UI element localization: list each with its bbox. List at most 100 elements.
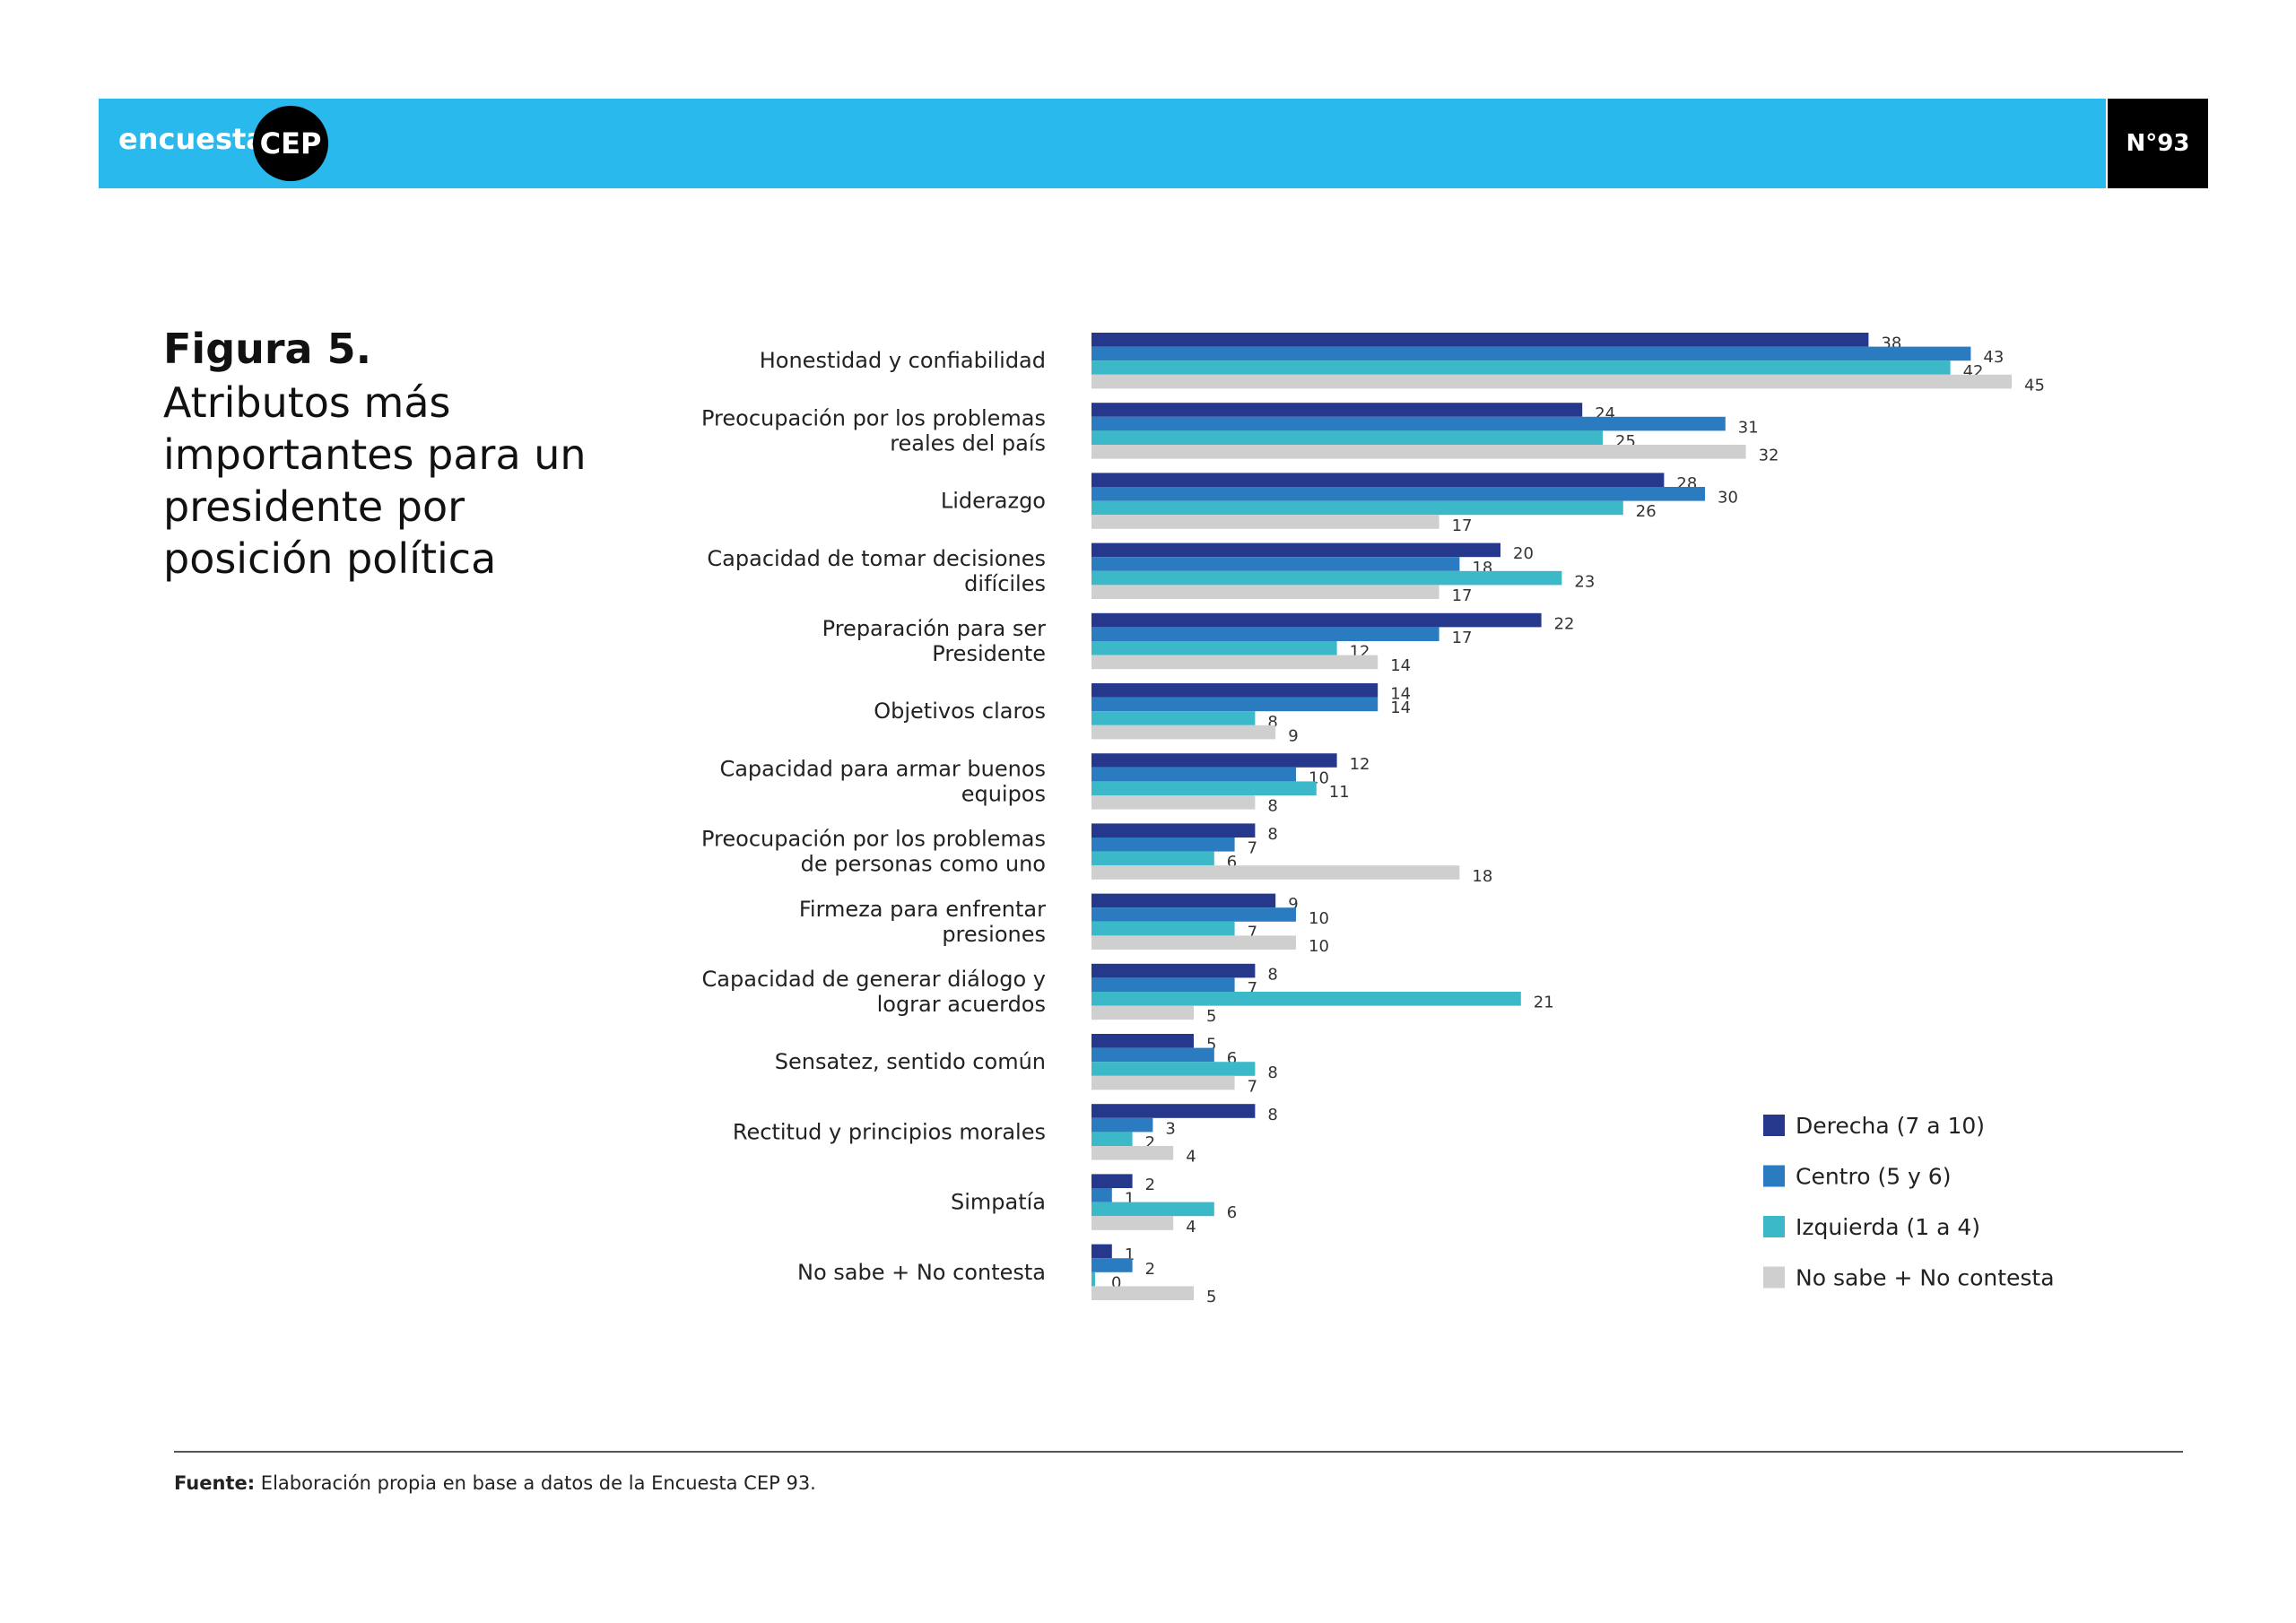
data-label: 10 xyxy=(1309,937,1329,956)
brand-text: encuesta xyxy=(118,122,265,156)
header-banner: encuesta CEP xyxy=(99,99,2106,188)
bar xyxy=(1091,585,1439,599)
legend-label: No sabe + No contesta xyxy=(1796,1265,2055,1291)
bar xyxy=(1091,655,1378,670)
data-label: 6 xyxy=(1227,853,1237,872)
category-label: presiones xyxy=(942,922,1046,947)
bar xyxy=(1091,1005,1194,1020)
bar xyxy=(1091,753,1337,768)
data-label: 17 xyxy=(1452,629,1473,647)
data-label: 14 xyxy=(1390,685,1411,704)
bar xyxy=(1091,515,1439,529)
figure-title: Figura 5. xyxy=(163,325,372,373)
data-label: 17 xyxy=(1452,516,1473,535)
bar xyxy=(1091,977,1235,992)
data-label: 8 xyxy=(1267,965,1277,984)
bar xyxy=(1091,641,1337,655)
data-label: 14 xyxy=(1390,656,1411,675)
data-label: 2 xyxy=(1145,1176,1155,1194)
bar xyxy=(1091,823,1256,838)
issue-number: N°93 xyxy=(2108,99,2208,188)
data-label: 30 xyxy=(1718,489,1738,508)
bar xyxy=(1091,795,1256,810)
category-label: Preocupación por los problemas xyxy=(701,827,1046,852)
bar xyxy=(1091,963,1256,978)
bar xyxy=(1091,767,1296,782)
bar xyxy=(1091,683,1378,698)
bar xyxy=(1091,1104,1256,1118)
bar xyxy=(1091,557,1460,571)
data-label: 8 xyxy=(1267,797,1277,816)
data-label: 31 xyxy=(1738,418,1759,437)
data-label: 12 xyxy=(1350,755,1370,774)
data-label: 10 xyxy=(1309,909,1329,928)
bar xyxy=(1091,1202,1214,1217)
bar xyxy=(1091,935,1296,950)
data-label: 8 xyxy=(1267,1063,1277,1082)
bar xyxy=(1091,781,1317,795)
category-label: Capacidad para armar buenos xyxy=(719,756,1046,781)
bar xyxy=(1091,612,1542,628)
data-label: 5 xyxy=(1206,1007,1216,1026)
data-label: 26 xyxy=(1636,502,1657,521)
category-label: Honestidad y confiabilidad xyxy=(760,348,1046,373)
bar xyxy=(1091,570,1562,586)
category-label: Simpatía xyxy=(951,1190,1046,1215)
bar xyxy=(1091,1146,1174,1160)
bar xyxy=(1091,1117,1153,1133)
bar xyxy=(1091,725,1276,740)
data-label: 4 xyxy=(1186,1148,1196,1167)
legend-label: Izquierda (1 a 4) xyxy=(1796,1214,1980,1240)
figure-subtitle: Atributos más importantes para un presid… xyxy=(163,378,587,583)
bar xyxy=(1091,346,1971,361)
category-label: Sensatez, sentido común xyxy=(775,1049,1046,1074)
category-label: difíciles xyxy=(964,571,1046,596)
data-label: 8 xyxy=(1267,1106,1277,1124)
category-label: No sabe + No contesta xyxy=(797,1260,1046,1285)
bar xyxy=(1091,1132,1133,1146)
data-label: 23 xyxy=(1574,572,1595,591)
category-label: Firmeza para enfrentar xyxy=(799,897,1046,922)
data-label: 1 xyxy=(1125,1245,1135,1264)
bar xyxy=(1091,1047,1214,1063)
source-label: Fuente: xyxy=(174,1472,256,1494)
category-label: Preocupación por los problemas xyxy=(701,405,1046,430)
data-label: 43 xyxy=(1983,348,2004,367)
bar xyxy=(1091,445,1746,459)
bar xyxy=(1091,1034,1194,1048)
category-label: Presidente xyxy=(932,641,1046,666)
bar xyxy=(1091,1244,1112,1259)
bar xyxy=(1091,1075,1235,1090)
bar xyxy=(1091,992,1521,1006)
category-label: Capacidad de tomar decisiones xyxy=(707,546,1046,571)
data-label: 5 xyxy=(1206,1036,1216,1055)
bar xyxy=(1091,838,1235,852)
bar xyxy=(1091,1271,1095,1287)
category-label: Liderazgo xyxy=(941,489,1046,514)
data-label: 45 xyxy=(2024,376,2045,395)
data-label: 9 xyxy=(1288,895,1298,914)
data-label: 3 xyxy=(1165,1119,1175,1138)
bar xyxy=(1091,711,1256,725)
data-label: 8 xyxy=(1267,713,1277,732)
bar xyxy=(1091,697,1378,712)
bar xyxy=(1091,851,1214,866)
footer-divider xyxy=(174,1451,2183,1453)
bar xyxy=(1091,907,1296,922)
bar xyxy=(1091,1286,1194,1300)
category-label: Capacidad de generar diálogo y xyxy=(702,967,1046,992)
legend-label: Centro (5 y 6) xyxy=(1796,1164,1951,1190)
bar xyxy=(1091,921,1235,936)
data-label: 2 xyxy=(1145,1133,1155,1152)
bar xyxy=(1091,473,1665,487)
data-label: 32 xyxy=(1759,447,1779,465)
bar xyxy=(1091,403,1583,417)
bar xyxy=(1091,865,1460,880)
data-label: 14 xyxy=(1390,699,1411,717)
data-label: 6 xyxy=(1227,1049,1237,1068)
bar xyxy=(1091,1188,1112,1202)
category-label: Objetivos claros xyxy=(874,699,1046,724)
category-label: Rectitud y principios morales xyxy=(733,1119,1046,1144)
data-label: 7 xyxy=(1248,979,1257,998)
